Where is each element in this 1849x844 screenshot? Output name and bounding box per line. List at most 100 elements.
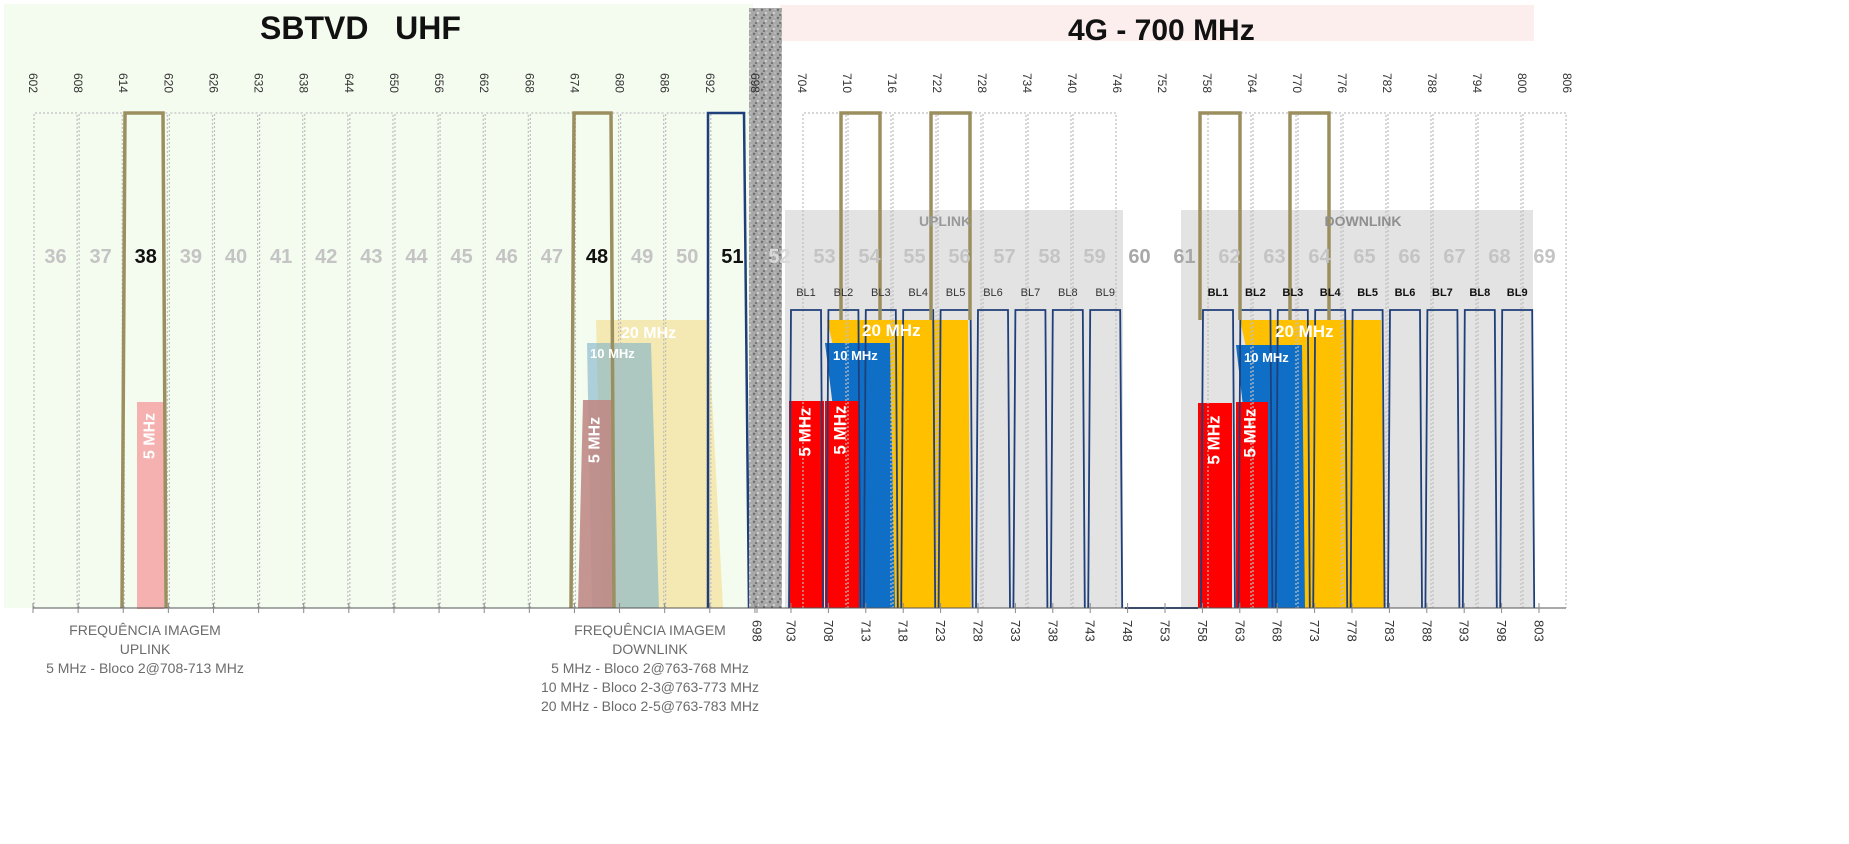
lte-title: 4G - 700 MHz	[1068, 14, 1255, 47]
bottom-frequency-label: 733	[1008, 620, 1023, 642]
uplink-block-outline	[1012, 309, 1049, 609]
channel-38-outline	[120, 111, 168, 609]
uplink-note-line-3: 5 MHz - Bloco 2@708-713 MHz	[46, 660, 244, 676]
bottom-frequency-label: 803	[1532, 620, 1547, 642]
uplink-block-label: BL6	[983, 287, 1003, 299]
downlink-block-label: BL4	[1320, 287, 1342, 299]
channel-number-57: 57	[993, 246, 1015, 268]
top-frequency-label: 644	[342, 73, 356, 93]
bottom-frequency-label: 743	[1083, 620, 1098, 642]
top-frequency-label: 776	[1335, 73, 1349, 93]
downlink-block-label: BL6	[1395, 287, 1416, 299]
top-frequency-label: 656	[432, 73, 446, 93]
downlink-block-label: BL3	[1282, 287, 1303, 299]
downlink-block-outline	[1461, 309, 1498, 609]
lte-olive-channel-frame	[839, 111, 882, 320]
uplink-block-outline	[975, 309, 1011, 609]
sbtvd-title: SBTVD UHF	[260, 10, 461, 46]
channel-number-37: 37	[90, 246, 112, 268]
bottom-frequency-label: 798	[1494, 620, 1509, 642]
channel-outline	[892, 112, 937, 608]
channel-number-69: 69	[1533, 246, 1555, 268]
channel-number-45: 45	[451, 246, 473, 268]
lte-olive-channel-frame	[1288, 111, 1331, 320]
top-frequency-label: 692	[703, 73, 717, 93]
top-frequency-label: 650	[387, 73, 401, 93]
label-10mhz-downlink-image: 10 MHz	[590, 346, 635, 361]
channel-number-58: 58	[1038, 246, 1060, 268]
downlink-bl2-5mhz-fill	[1236, 402, 1268, 608]
uplink-block-label: BL1	[796, 287, 816, 299]
channel-outline	[1072, 112, 1117, 608]
uplink-image-5mhz	[137, 402, 164, 609]
top-frequency-label: 740	[1065, 73, 1079, 93]
downlink-block-outline	[1200, 309, 1236, 609]
top-frequency-label: 806	[1560, 73, 1574, 93]
uplink-block-label: BL5	[946, 287, 966, 299]
channel-number-55: 55	[903, 246, 925, 268]
channel-outline	[168, 112, 214, 608]
channel-number-46: 46	[496, 246, 518, 268]
downlink-note-line-1: FREQUÊNCIA IMAGEM	[574, 622, 726, 638]
uplink-block-label: BL8	[1058, 287, 1078, 299]
top-frequency-label: 686	[658, 73, 672, 93]
bottom-frequency-label: 703	[784, 620, 799, 642]
downlink-block-outline	[1237, 309, 1274, 609]
channel-number-60: 60	[1128, 246, 1150, 268]
channel-outline	[439, 112, 484, 608]
bottom-frequency-label: 773	[1307, 620, 1322, 642]
uplink-block-outline	[788, 309, 824, 609]
channel-number-41: 41	[270, 246, 292, 268]
channel-outline	[213, 112, 259, 608]
uplink-block-label: BL9	[1095, 287, 1115, 299]
channel-outline	[349, 112, 394, 608]
downlink-bl1-5mhz-fill	[1198, 403, 1232, 608]
bottom-frequency-label: 713	[858, 620, 873, 642]
top-frequency-label: 734	[1020, 73, 1034, 93]
channel-number-63: 63	[1263, 246, 1285, 268]
label-10mhz-downlink: 10 MHz	[1244, 350, 1289, 365]
downlink-note-line-5: 20 MHz - Bloco 2-5@763-783 MHz	[540, 698, 760, 714]
band-separator	[749, 8, 782, 608]
bottom-frequency-label: 783	[1382, 620, 1397, 642]
channel-outline	[619, 112, 665, 608]
label-20mhz-downlink: 20 MHz	[1275, 322, 1334, 341]
top-frequency-label: 680	[613, 73, 627, 93]
channel-number-51: 51	[721, 246, 743, 268]
label-5mhz-block: 5 MHz	[796, 407, 815, 456]
uplink-block-label: BL3	[871, 287, 891, 299]
downlink-block-label: BL1	[1208, 287, 1229, 299]
top-frequency-label: 758	[1200, 73, 1214, 93]
channel-outline	[1522, 112, 1567, 608]
downlink-block-label: BL9	[1507, 287, 1528, 299]
downlink-block-label: BL8	[1469, 287, 1490, 299]
channel-outline	[259, 112, 304, 608]
bottom-frequency-label: 793	[1457, 620, 1472, 642]
channel-outline	[394, 112, 439, 608]
bottom-frequency-label: 718	[896, 620, 911, 642]
label-5mhz-downlink-image: 5 MHz	[587, 417, 604, 463]
uplink-block-outline	[1049, 309, 1086, 609]
top-frequency-label: 608	[71, 73, 85, 93]
downlink-block-outline	[1387, 309, 1423, 609]
uplink-note-line-2: UPLINK	[119, 641, 171, 657]
channel-outline	[33, 112, 78, 608]
top-frequency-label: 770	[1290, 73, 1304, 93]
channel-number-66: 66	[1398, 246, 1420, 268]
top-frequency-label: 662	[477, 73, 491, 93]
bottom-frequency-label: 708	[821, 620, 836, 642]
downlink-block-outline	[1424, 309, 1461, 609]
bottom-frequency-label: 758	[1195, 620, 1210, 642]
uplink-block-outline	[825, 309, 862, 609]
downlink-note-line-2: DOWNLINK	[612, 641, 688, 657]
channel-number-42: 42	[315, 246, 337, 268]
channel-number-67: 67	[1443, 246, 1465, 268]
bottom-frequency-label: 778	[1345, 620, 1360, 642]
top-frequency-label: 674	[567, 73, 581, 93]
channel-number-62: 62	[1218, 246, 1240, 268]
channel-number-59: 59	[1083, 246, 1105, 268]
uplink-image-note: FREQUÊNCIA IMAGEM UPLINK 5 MHz - Bloco 2…	[30, 621, 260, 678]
downlink-block-label: BL7	[1432, 287, 1453, 299]
uplink-block-outline	[1087, 309, 1124, 609]
top-frequency-label: 752	[1155, 73, 1169, 93]
